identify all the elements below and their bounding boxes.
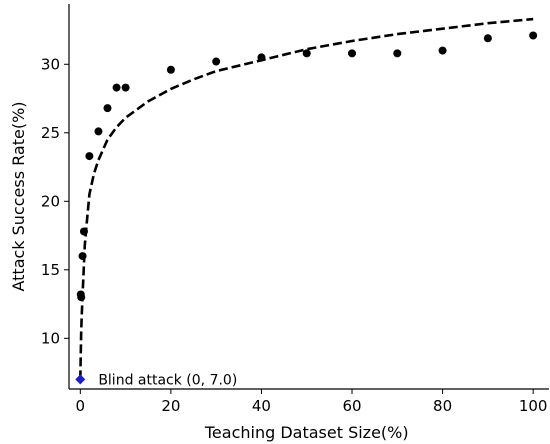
data-point <box>257 53 266 62</box>
y-tick-label: 20 <box>41 192 60 210</box>
x-axis-label: Teaching Dataset Size(%) <box>204 423 409 442</box>
trend-line <box>79 17 534 380</box>
blind-attack-annotation: Blind attack (0, 7.0) <box>98 372 237 388</box>
data-point <box>438 46 447 55</box>
data-point <box>94 127 103 136</box>
x-tick-label: 40 <box>252 397 271 415</box>
y-tick-label: 30 <box>41 55 60 73</box>
data-point <box>77 293 86 302</box>
y-tick-label: 15 <box>41 261 60 279</box>
data-point <box>302 49 311 58</box>
data-point <box>529 31 538 40</box>
x-tick-label: 100 <box>519 397 548 415</box>
y-tick-label: 25 <box>41 124 60 142</box>
data-point <box>103 104 112 113</box>
y-axis-ticks: 10 15 20 25 30 <box>41 55 69 347</box>
data-point <box>112 83 121 92</box>
x-axis-ticks: 0 20 40 60 80 100 <box>76 389 548 415</box>
data-point <box>348 49 357 58</box>
x-tick-label: 60 <box>342 397 361 415</box>
x-tick-label: 80 <box>433 397 452 415</box>
data-point <box>121 83 130 92</box>
data-point <box>212 57 221 66</box>
data-point <box>79 227 88 236</box>
data-point <box>78 252 87 261</box>
data-point <box>483 34 492 43</box>
x-tick-label: 20 <box>161 397 180 415</box>
x-tick-label: 0 <box>76 397 86 415</box>
plot-area <box>75 17 538 385</box>
data-point <box>166 65 175 74</box>
blind-attack-marker <box>75 374 86 385</box>
y-tick-label: 10 <box>41 329 60 347</box>
data-point <box>85 152 94 161</box>
data-point <box>393 49 402 58</box>
y-axis-label: Attack Success Rate(%) <box>9 101 28 291</box>
